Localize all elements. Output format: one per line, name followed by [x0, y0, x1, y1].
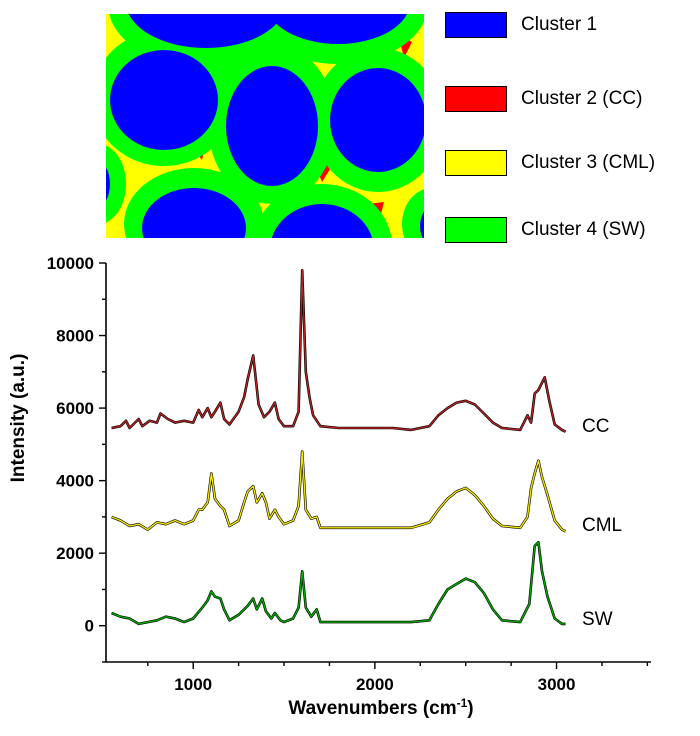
series-lines	[111, 268, 567, 626]
y-tick-label: 4000	[56, 472, 94, 491]
legend-item-cluster2: Cluster 2 (CC)	[445, 86, 642, 112]
x-axis-title-main: Wavenumbers (cm	[288, 698, 456, 719]
series-line-cml	[111, 450, 566, 533]
legend-label: Cluster 2 (CC)	[521, 88, 643, 109]
x-axis-title-end: )	[467, 698, 473, 719]
legend-label: Cluster 4 (SW)	[521, 219, 646, 240]
x-tick-label: 3000	[538, 675, 576, 694]
x-axis-title: Wavenumbers (cm-1)	[288, 696, 473, 719]
y-tick-label: 0	[85, 617, 94, 636]
legend-swatch	[445, 150, 507, 176]
series-label-cc: CC	[582, 416, 609, 437]
cluster1-regions	[106, 14, 424, 238]
legend-label: Cluster 1	[521, 14, 598, 35]
y-tick-label: 8000	[56, 327, 94, 346]
legend-item-cluster3: Cluster 3 (CML)	[445, 150, 655, 176]
legend-swatch	[445, 12, 507, 38]
series-label-sw: SW	[582, 609, 613, 630]
series-outline-cml	[111, 450, 567, 533]
legend-swatch	[445, 86, 507, 112]
axes: 1000 2000 3000 0 2000 4000 6000 8000 10000	[47, 254, 651, 694]
series-line-cc	[111, 269, 566, 433]
legend-swatch	[445, 217, 507, 243]
legend-label: Cluster 3 (CML)	[521, 152, 656, 173]
series-outline-cc	[111, 268, 567, 433]
x-axis-title-sup: -1	[457, 696, 468, 710]
series-label-cml: CML	[582, 515, 622, 536]
series-outline-sw	[111, 540, 566, 626]
legend-item-cluster4: Cluster 4 (SW)	[445, 217, 646, 243]
y-tick-label: 10000	[47, 254, 94, 273]
legend-item-cluster1: Cluster 1	[445, 12, 597, 38]
x-tick-label: 2000	[356, 675, 394, 694]
series-line-sw	[111, 541, 566, 625]
x-tick-label: 1000	[174, 675, 212, 694]
y-axis-title: Intensity (a.u.)	[8, 354, 29, 483]
y-tick-label: 2000	[56, 544, 94, 563]
cluster-map-image	[106, 14, 424, 238]
y-tick-label: 6000	[56, 399, 94, 418]
